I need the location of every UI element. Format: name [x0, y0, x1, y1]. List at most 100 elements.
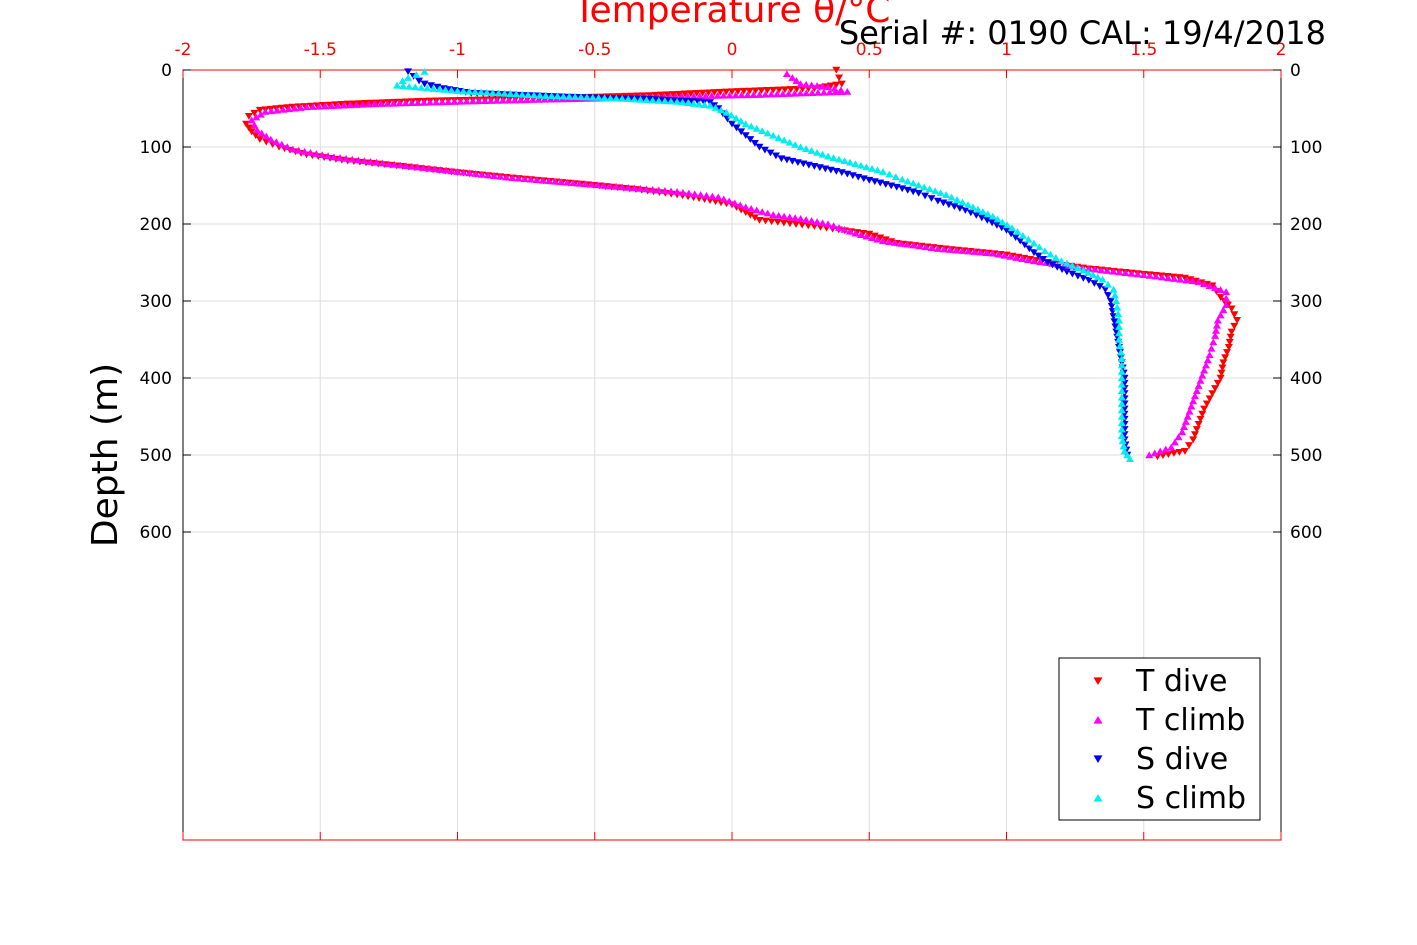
data-point-s-climb: [506, 90, 515, 97]
y-tick-label-left: 300: [140, 292, 172, 312]
data-point-s-climb: [727, 111, 736, 119]
data-point-t-climb: [1200, 280, 1209, 287]
data-point-s-climb: [417, 83, 426, 91]
data-point-s-climb: [818, 150, 827, 158]
data-point-t-climb: [927, 244, 936, 251]
data-point-t-climb: [267, 107, 276, 115]
data-point-s-dive: [1048, 261, 1057, 269]
data-point-t-dive: [663, 91, 672, 99]
data-point-s-climb: [1007, 224, 1016, 232]
data-point-s-dive: [961, 206, 970, 214]
data-point-t-dive: [773, 219, 782, 226]
data-point-t-climb: [683, 92, 692, 100]
data-point-t-climb: [1196, 376, 1205, 384]
legend-marker: [1093, 715, 1103, 724]
data-point-t-climb: [526, 175, 535, 183]
data-point-s-climb: [1104, 280, 1113, 288]
data-point-s-climb: [885, 170, 894, 178]
data-point-t-dive: [251, 132, 260, 140]
data-point-t-climb: [1133, 270, 1142, 278]
data-point-t-climb: [1192, 387, 1201, 395]
data-point-t-dive: [870, 232, 879, 240]
data-point-t-climb: [636, 184, 645, 192]
legend-label: T dive: [1135, 664, 1227, 699]
data-point-s-climb: [648, 96, 657, 104]
data-point-t-climb: [1201, 361, 1210, 369]
data-point-s-climb: [1003, 221, 1012, 229]
data-point-s-climb: [1117, 400, 1126, 407]
data-point-t-climb: [358, 100, 367, 108]
data-point-t-climb: [348, 155, 357, 163]
data-point-s-climb: [547, 92, 556, 100]
data-point-t-dive: [657, 91, 666, 99]
data-point-s-climb: [1112, 297, 1121, 305]
data-point-t-climb: [1180, 423, 1189, 430]
data-point-t-climb: [708, 192, 717, 200]
data-point-t-dive: [704, 89, 713, 97]
data-point-t-climb: [290, 104, 299, 112]
data-point-t-climb: [496, 172, 505, 180]
data-point-t-climb: [284, 105, 293, 113]
data-point-t-climb: [300, 147, 309, 155]
data-point-s-climb: [1117, 367, 1126, 375]
data-point-s-dive: [657, 96, 666, 104]
data-point-t-dive: [786, 86, 795, 93]
data-point-s-dive: [1120, 431, 1129, 439]
data-point-t-climb: [296, 104, 305, 111]
data-point-t-climb: [419, 98, 428, 106]
data-point-s-dive: [944, 201, 953, 209]
data-point-t-climb: [471, 170, 480, 177]
y-tick-label-right: 0: [1290, 61, 1301, 81]
data-point-s-climb: [1062, 259, 1071, 267]
data-point-t-climb: [352, 101, 361, 108]
data-point-t-climb: [266, 135, 275, 143]
data-point-s-dive: [645, 96, 654, 103]
data-point-s-climb: [535, 91, 544, 99]
data-point-t-climb: [336, 154, 345, 161]
data-point-t-climb: [453, 168, 462, 175]
data-point-t-dive: [283, 104, 292, 112]
data-point-t-climb: [719, 195, 728, 203]
data-point-s-climb: [1068, 261, 1077, 269]
data-point-t-climb: [725, 91, 734, 99]
data-point-t-climb: [256, 110, 265, 118]
data-point-t-climb: [1194, 382, 1203, 389]
data-point-t-climb: [407, 162, 416, 170]
data-point-t-climb: [1222, 294, 1231, 302]
data-point-t-climb: [1000, 251, 1009, 259]
data-point-t-climb: [1187, 402, 1196, 410]
data-point-t-dive: [645, 92, 654, 100]
data-point-t-climb: [802, 80, 811, 88]
data-point-s-climb: [1117, 361, 1126, 369]
data-point-t-dive: [349, 100, 358, 108]
data-point-t-dive: [244, 113, 253, 120]
data-point-t-climb: [1182, 276, 1191, 284]
data-point-t-dive: [1189, 436, 1198, 444]
data-point-s-dive: [1073, 272, 1082, 280]
data-point-s-dive: [939, 199, 948, 207]
data-point-t-climb: [272, 138, 281, 146]
data-point-t-climb: [673, 188, 682, 195]
data-point-t-climb: [958, 247, 967, 254]
data-point-t-climb: [624, 183, 633, 191]
data-point-t-climb: [1198, 371, 1207, 379]
data-point-t-climb: [802, 216, 811, 223]
data-point-t-climb: [1090, 265, 1099, 273]
data-point-t-climb: [486, 97, 495, 104]
data-point-t-dive: [1205, 395, 1214, 403]
data-point-s-dive: [1120, 405, 1129, 413]
data-point-t-dive: [255, 136, 264, 143]
data-point-t-climb: [545, 177, 553, 185]
data-point-t-climb: [1103, 267, 1112, 274]
data-point-s-dive: [741, 132, 750, 140]
data-point-s-climb: [1117, 380, 1126, 388]
data-point-t-dive: [361, 100, 370, 107]
data-point-s-climb: [1109, 285, 1118, 293]
data-point-t-climb: [796, 80, 805, 88]
grid: [182, 69, 1282, 840]
data-point-t-climb: [532, 176, 541, 184]
data-point-s-climb: [429, 85, 438, 92]
data-point-t-climb: [824, 220, 833, 228]
data-point-t-climb: [1109, 267, 1118, 275]
data-point-s-climb: [577, 93, 586, 101]
